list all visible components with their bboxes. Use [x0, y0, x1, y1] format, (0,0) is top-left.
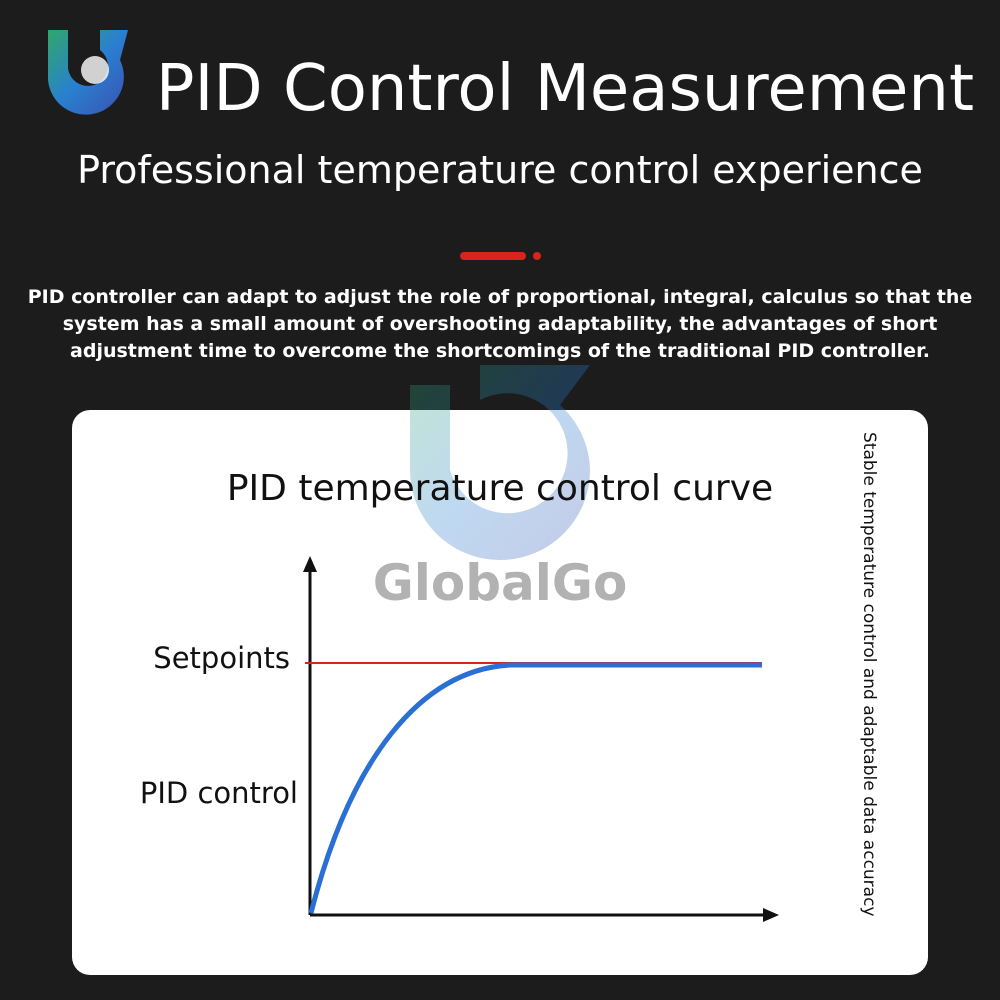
watermark-logo	[410, 365, 590, 560]
pid-curve	[308, 662, 762, 914]
curve-label: PID control	[140, 776, 298, 810]
intro-line: PID controller can adapt to adjust the r…	[28, 286, 973, 308]
divider-dot	[533, 252, 541, 260]
title: PID Control Measurement	[156, 52, 974, 126]
axes	[303, 556, 779, 922]
side-note: Stable temperature control and adaptable…	[859, 432, 879, 917]
subtitle: Professional temperature control experie…	[77, 148, 923, 192]
intro-line: system has a small amount of overshootin…	[63, 313, 938, 335]
card	[72, 410, 928, 975]
intro-line: adjustment time to overcome the shortcom…	[70, 340, 930, 362]
watermark: GlobalGo	[373, 554, 628, 612]
divider	[460, 252, 526, 260]
logo	[48, 30, 128, 115]
setpoint-label: Setpoints	[153, 641, 290, 675]
diagram-title: PID temperature control curve	[227, 468, 773, 509]
